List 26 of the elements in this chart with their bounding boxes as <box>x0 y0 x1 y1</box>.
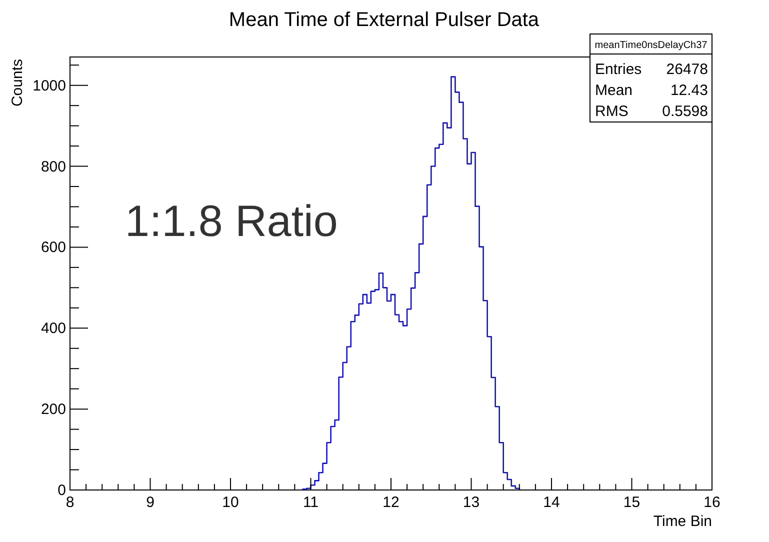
x-tick-label: 13 <box>462 494 480 511</box>
x-tick-label: 11 <box>302 494 319 511</box>
text: meanTime0nsDelayCh37 <box>594 40 708 51</box>
annotation: Entries <box>595 61 642 78</box>
x-tick-label: 14 <box>543 494 560 511</box>
x-tick-label: 10 <box>222 494 239 511</box>
chart-title: Mean Time of External Pulser Data <box>228 9 540 31</box>
y-axis-title: Counts <box>9 59 26 107</box>
annotation: 0.5598 <box>662 103 708 120</box>
y-tick-label: 600 <box>40 239 66 256</box>
annotation: 26478 <box>666 61 708 78</box>
annotation: 12.43 <box>670 82 708 99</box>
x-tick-label: 15 <box>623 494 640 511</box>
x-tick-label: 9 <box>146 494 154 511</box>
y-tick-label: 1000 <box>32 77 66 94</box>
y-tick-label: 200 <box>40 401 66 418</box>
x-tick-label: 16 <box>704 494 720 511</box>
x-tick-label: 8 <box>66 494 74 511</box>
annotation: 1:1.8 Ratio <box>125 197 338 246</box>
x-tick-label: 12 <box>382 494 400 511</box>
y-tick-label: 0 <box>58 482 66 499</box>
x-axis-title: Time Bin <box>653 513 712 530</box>
y-tick-label: 400 <box>40 320 66 338</box>
y-tick-label: 800 <box>40 158 66 176</box>
annotation: Mean <box>595 82 633 99</box>
annotation: RMS <box>595 103 628 120</box>
